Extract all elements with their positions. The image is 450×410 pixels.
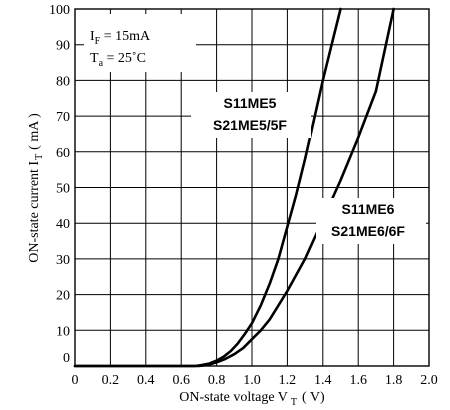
x-tick-label: 0.4 (137, 373, 155, 388)
x-tick-label: 1.6 (349, 373, 367, 388)
y-tick-label: 40 (56, 217, 70, 232)
x-tick-label: 0.6 (172, 373, 190, 388)
series-line-2 (73, 7, 395, 368)
x-tick-label: 0.8 (208, 373, 226, 388)
x-axis-label: ON-state voltage V T( V) (179, 390, 325, 408)
series1-label-background (191, 92, 311, 138)
tick-labels: 0 0.2 0.4 0.6 0.8 1.0 1.2 1.4 1.6 1.8 2.0 0 10 20 30 40… (49, 3, 438, 388)
y-tick-label: 30 (56, 253, 70, 268)
x-tick-label: 1.2 (279, 373, 297, 388)
curves (73, 7, 395, 368)
series2-label-line2: S21ME6/6F (331, 223, 405, 239)
y-tick-label: 100 (49, 3, 70, 18)
y-axis-label: ON-state current IT( mA ) (27, 113, 45, 263)
y-tick-label: 80 (56, 74, 70, 89)
conditions-background (84, 14, 196, 72)
y-tick-label: 0 (63, 351, 70, 366)
y-tick-label: 50 (56, 182, 70, 197)
series2-label-line1: S11ME6 (342, 201, 395, 217)
x-tick-label: 0.2 (102, 373, 120, 388)
y-tick-label: 20 (56, 289, 70, 304)
x-tick-label: 1.0 (243, 373, 261, 388)
x-tick-label: 2.0 (420, 373, 438, 388)
series1-label-line1: S11ME5 (224, 95, 277, 111)
y-tick-label: 10 (56, 324, 70, 339)
series1-label-line2: S21ME5/5F (213, 117, 287, 133)
x-tick-label: 1.8 (385, 373, 403, 388)
y-tick-label: 90 (56, 39, 70, 54)
plot-frame (74, 8, 430, 367)
x-tick-label: 1.4 (314, 373, 332, 388)
x-tick-label: 0 (72, 373, 79, 388)
condition-ambient-temperature: Ta = 25˚C (90, 51, 146, 69)
y-tick-label: 70 (56, 110, 70, 125)
condition-forward-current: IF = 15mA (90, 29, 151, 47)
y-tick-label: 60 (56, 146, 70, 161)
series2-label-background (316, 198, 426, 244)
